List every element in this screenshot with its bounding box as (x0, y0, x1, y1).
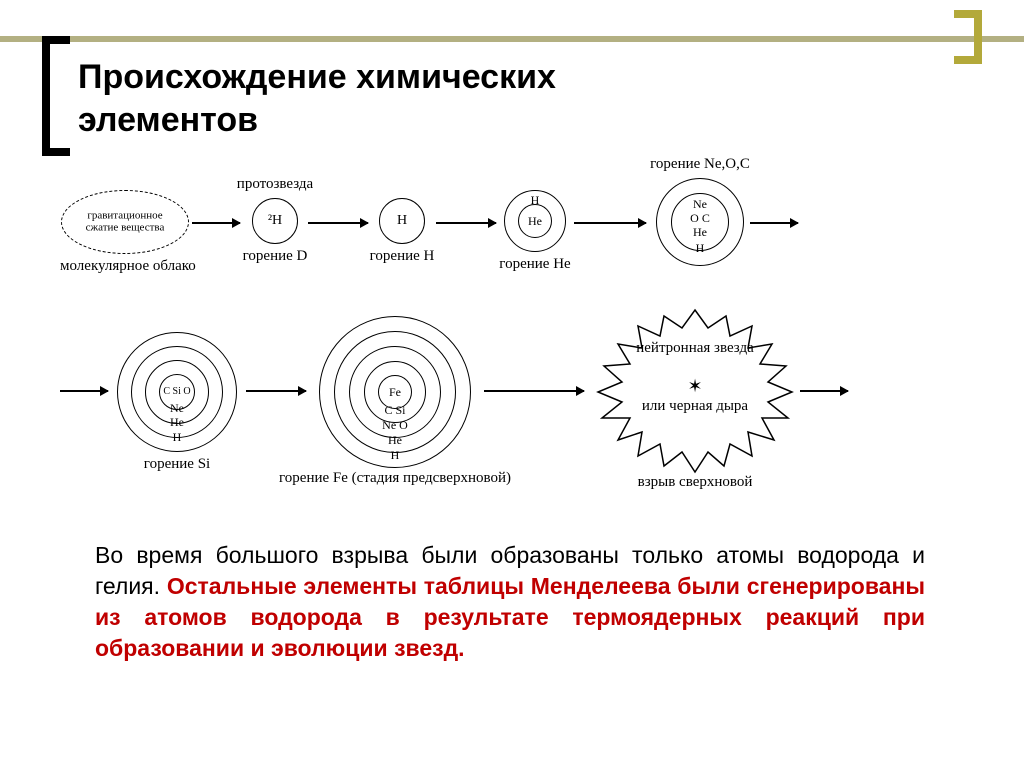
neoc-l2: O C (690, 212, 710, 224)
cloud-caption: молекулярное облако (60, 258, 190, 275)
si-s2: Ne (170, 402, 184, 414)
protostar-top: протозвезда (237, 176, 313, 193)
he-inner-H: H (531, 194, 540, 206)
page-title: Происхождение химических элементов (78, 56, 556, 141)
node-supernova: нейтронная звезда ✶ или черная дыра взры… (590, 306, 800, 486)
node-siburn: C Si O Ne He H горение Si (112, 332, 242, 457)
node-neoc: горение Ne,O,C Ne O C He H (650, 178, 750, 271)
arrow-1 (192, 222, 240, 224)
arrow-8 (484, 390, 584, 392)
node-hburn: H горение H (372, 198, 432, 249)
bracket-left (42, 36, 50, 156)
arrow-4 (574, 222, 646, 224)
arrow-6 (60, 390, 108, 392)
supernova-caption: взрыв сверхновой (638, 474, 753, 491)
body-paragraph: Во время большого взрыва были образованы… (95, 540, 925, 664)
neoc-top: горение Ne,O,C (650, 156, 750, 173)
bracket-right-bot (954, 56, 982, 64)
arrow-7 (246, 390, 306, 392)
diagram: гравитационное сжатие вещества молекуляр… (60, 170, 960, 520)
arrow-5 (750, 222, 798, 224)
si-s4: H (173, 431, 182, 443)
si-s3: He (170, 416, 184, 428)
node-protostar: протозвезда ²H горение D (245, 198, 305, 249)
node-feburn: Fe C Si Ne O He H горение Fe (стадия пре… (310, 316, 480, 473)
hburn-inner: H (397, 214, 407, 228)
heburn-bot: горение He (499, 256, 570, 273)
fe-s4: He (388, 434, 402, 446)
fe-s3: Ne O (382, 419, 408, 431)
fe-s2: C Si (384, 404, 405, 416)
he-inner-He: He (528, 215, 542, 227)
arrow-2 (308, 222, 368, 224)
neoc-l4: H (696, 242, 705, 254)
protostar-inner: ²H (268, 214, 282, 228)
top-rule (0, 36, 1024, 42)
bracket-right-top (954, 10, 982, 18)
diagram-row-2: C Si O Ne He H горение Si Fe C Si Ne O H… (60, 320, 960, 520)
arrow-3 (436, 222, 496, 224)
fe-s1: Fe (389, 386, 401, 398)
bracket-left-bot (42, 148, 70, 156)
bracket-left-top (42, 36, 70, 44)
node-heburn: H He горение He (500, 190, 570, 257)
neoc-l1: Ne (693, 198, 707, 210)
diagram-row-1: гравитационное сжатие вещества молекуляр… (60, 170, 960, 320)
title-line1: Происхождение химических (78, 58, 556, 96)
title-line2: элементов (78, 101, 258, 139)
supernova-mid: ✶ (625, 376, 765, 397)
supernova-bot: или черная дыра (625, 398, 765, 415)
node-cloud: гравитационное сжатие вещества молекуляр… (60, 190, 190, 259)
supernova-top: нейтронная звезда (625, 340, 765, 357)
para-red: Остальные элементы таблицы Менделеева бы… (95, 573, 925, 661)
si-s1: C Si O (163, 387, 190, 397)
protostar-bot: горение D (243, 248, 308, 265)
arrow-9 (800, 390, 848, 392)
feburn-bot: горение Fe (стадия предсверхновой) (255, 470, 535, 487)
siburn-bot: горение Si (144, 456, 210, 473)
neoc-l3: He (693, 226, 707, 238)
hburn-bot: горение H (370, 248, 435, 265)
cloud-inner: гравитационное сжатие вещества (73, 210, 177, 233)
fe-s5: H (391, 449, 400, 461)
